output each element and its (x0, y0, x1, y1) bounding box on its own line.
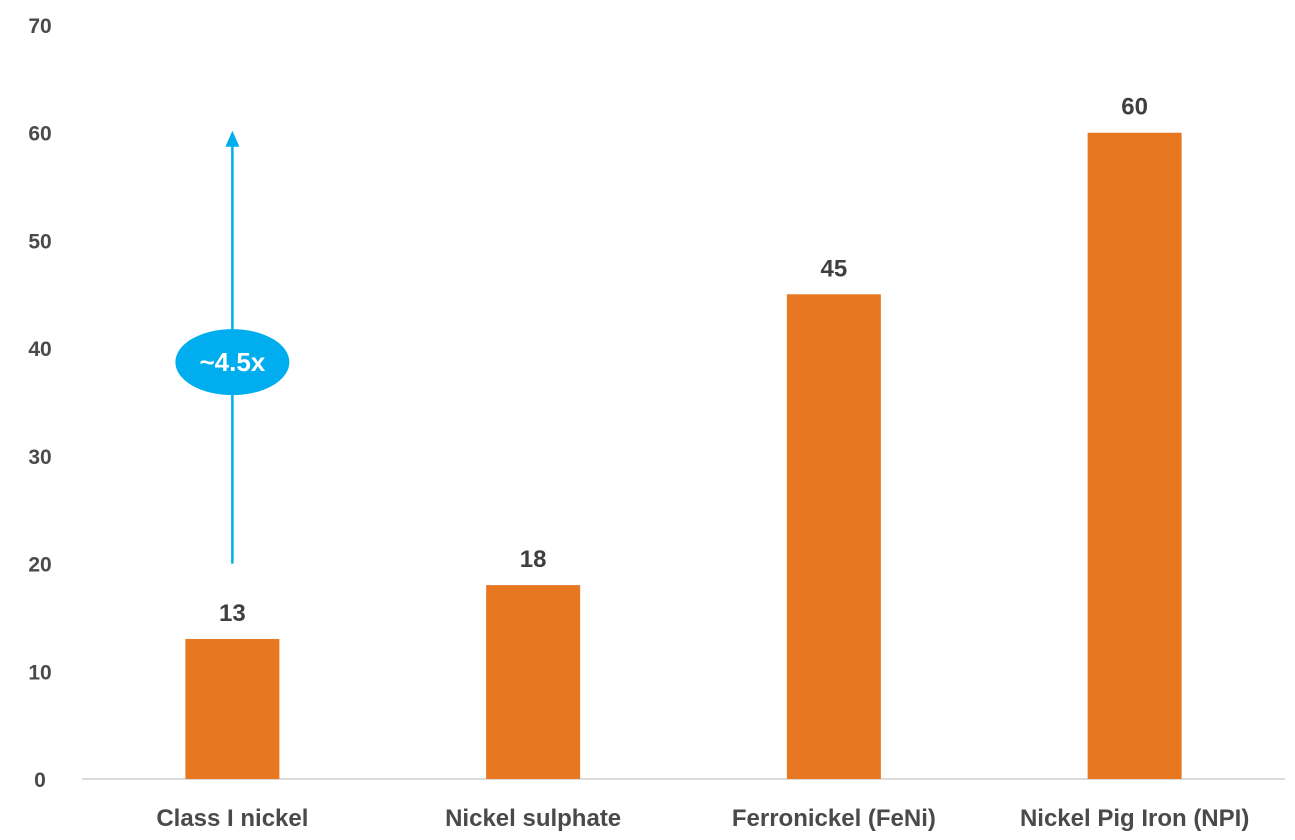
annotation-badge-label: ~4.5x (199, 347, 265, 377)
x-tick-label: Nickel Pig Iron (NPI) (1020, 805, 1249, 832)
y-tick-label: 30 (28, 446, 51, 469)
bar (185, 638, 280, 779)
bar (1087, 132, 1182, 779)
y-tick-label: 60 (28, 123, 51, 146)
bar (786, 294, 881, 779)
annotation-badge (175, 329, 290, 396)
y-tick-label: 70 (28, 15, 51, 38)
data-label: 45 (821, 255, 848, 282)
x-tick-label: Class I nickel (156, 805, 308, 832)
y-tick-label: 50 (28, 230, 51, 253)
data-label: 60 (1121, 94, 1148, 121)
y-axis: 0 10 20 30 40 50 60 70 (28, 15, 51, 792)
data-labels: 13 18 45 60 (219, 94, 1148, 627)
data-label: 18 (520, 546, 547, 573)
y-tick-label: 40 (28, 338, 51, 361)
annotation-arrow-head (225, 130, 240, 147)
y-tick-label: 20 (28, 554, 51, 577)
data-label: 13 (219, 600, 246, 627)
x-tick-label: Ferronickel (FeNi) (732, 805, 936, 832)
bar (486, 585, 581, 779)
bars (185, 132, 1182, 779)
y-tick-label: 10 (28, 661, 51, 684)
x-axis: Class I nickel Nickel sulphate Ferronickel… (156, 805, 1249, 832)
y-tick-label: 0 (34, 769, 46, 792)
annotation: ~4.5x (175, 130, 290, 564)
x-tick-label: Nickel sulphate (445, 805, 621, 832)
